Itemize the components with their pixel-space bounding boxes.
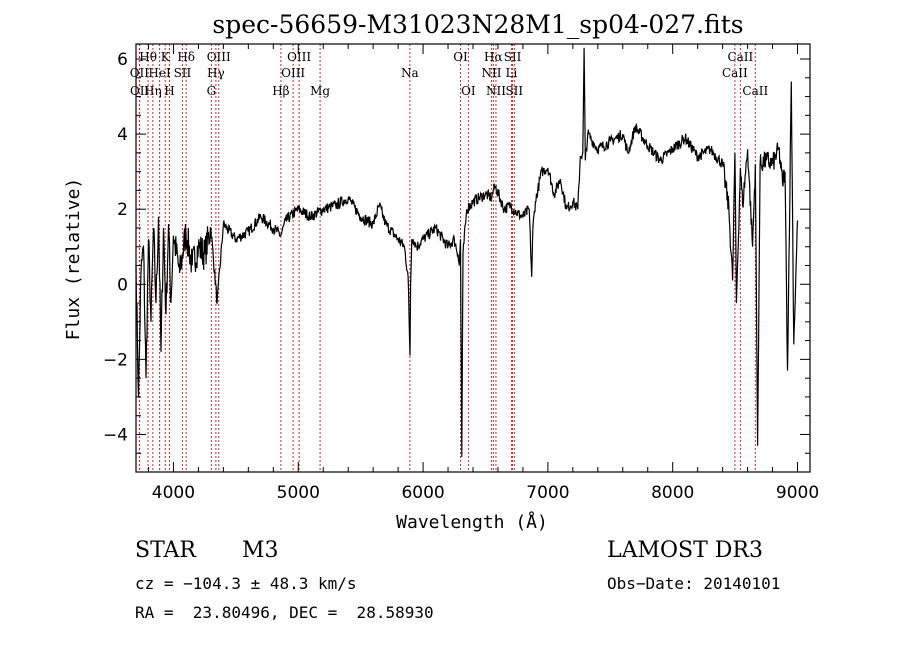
line-label-19: Hα (484, 50, 503, 64)
line-label-14: Hβ (272, 84, 289, 98)
line-label-4: HeI (148, 66, 171, 80)
line-label-23: Li (506, 66, 518, 80)
survey-name: LAMOST DR3 (607, 538, 763, 563)
x-axis-label: Wavelength (Å) (396, 511, 548, 533)
line-label-15: Mg (310, 84, 330, 98)
line-label-16: Na (401, 66, 419, 80)
line-label-24: SII (505, 84, 523, 98)
x-tick-label-9000: 9000 (776, 483, 819, 503)
line-label-1: OII (130, 66, 150, 80)
object-subclass: M3 (242, 538, 279, 563)
y-tick-label-0: 0 (117, 275, 128, 295)
y-tick-label-2: 2 (117, 200, 128, 220)
chart-title: spec-56659-M31023N28M1_sp04-027.fits (212, 10, 743, 39)
y-axis-label: Flux (relative) (63, 178, 84, 341)
line-label-26: CaII (722, 66, 748, 80)
object-class: STAR (135, 538, 196, 563)
y-axis: −4 −2 0 2 4 6 (103, 50, 810, 473)
y-tick-label--2: −2 (103, 350, 128, 370)
line-label-11: G (207, 84, 217, 98)
line-label-6: Hδ (177, 50, 195, 64)
x-axis: 4000 5000 6000 7000 8000 9000 (147, 44, 819, 503)
x-tick-label-5000: 5000 (277, 483, 320, 503)
plot-frame (135, 43, 811, 473)
y-tick-label-4: 4 (117, 125, 128, 145)
line-label-10: Hγ (207, 66, 225, 80)
line-label-5: Hη (144, 84, 162, 98)
emission-line-markers (138, 44, 756, 472)
line-label-7: SII (174, 66, 192, 80)
line-label-3: K (161, 50, 171, 64)
obs-date: Obs−Date: 20140101 (607, 574, 781, 593)
line-label-13: OIII (281, 66, 305, 80)
x-tick-label-7000: 7000 (526, 483, 569, 503)
y-tick-label-6: 6 (117, 50, 128, 70)
line-label-0: Hθ (139, 50, 157, 64)
line-label-9: OIII (207, 50, 231, 64)
line-label-12: OIII (287, 50, 311, 64)
line-label-2: OII (130, 84, 150, 98)
coordinates: RA = 23.80496, DEC = 28.58930 (135, 603, 434, 622)
line-label-8: H (164, 84, 174, 98)
line-label-18: OI (461, 84, 476, 98)
x-tick-label-8000: 8000 (651, 483, 694, 503)
spectrum-line (135, 47, 799, 458)
x-tick-label-6000: 6000 (401, 483, 444, 503)
line-label-20: NII (481, 66, 501, 80)
line-label-27: CaII (742, 84, 768, 98)
cz-value: cz = −104.3 ± 48.3 km/s (135, 574, 357, 593)
line-label-22: SII (504, 50, 522, 64)
line-label-17: OI (453, 50, 468, 64)
y-tick-label--4: −4 (103, 425, 128, 445)
line-label-21: NII (486, 84, 506, 98)
line-label-25: CaII (727, 50, 753, 64)
x-tick-label-4000: 4000 (152, 483, 195, 503)
